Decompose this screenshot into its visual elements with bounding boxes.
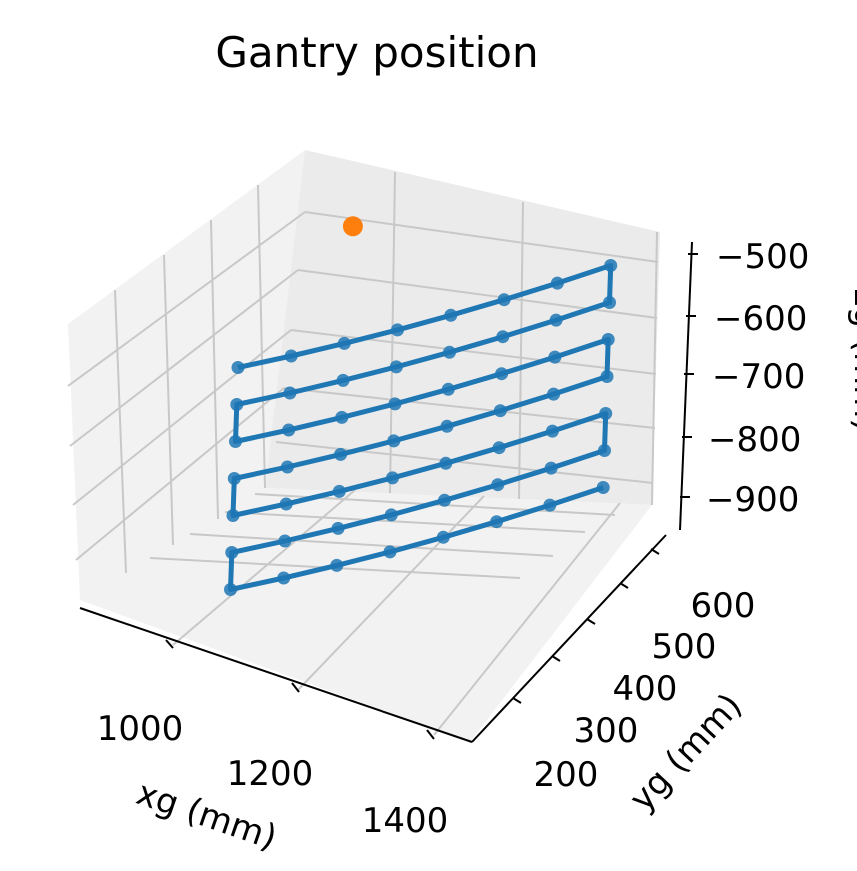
y-tick-label: 400 bbox=[613, 669, 678, 709]
scan-point bbox=[497, 293, 511, 307]
scan-point bbox=[331, 521, 345, 535]
scan-point bbox=[388, 397, 402, 411]
scan-point bbox=[282, 423, 296, 437]
scan-point bbox=[548, 350, 562, 364]
chart-title: Gantry position bbox=[215, 28, 539, 77]
scan-point bbox=[225, 546, 239, 559]
z-tick-label: −900 bbox=[706, 480, 799, 520]
scan-point bbox=[599, 407, 613, 420]
scan-point bbox=[603, 296, 616, 309]
x-tick-label: 1000 bbox=[97, 709, 184, 749]
scan-point bbox=[336, 373, 350, 387]
data-layer bbox=[224, 216, 618, 596]
y-tick-label: 600 bbox=[691, 586, 756, 626]
scan-point bbox=[491, 478, 505, 492]
scan-point bbox=[439, 456, 453, 470]
scan-point bbox=[224, 583, 237, 596]
scan-point bbox=[549, 313, 563, 327]
scan-point bbox=[601, 333, 615, 346]
scan-point bbox=[231, 361, 245, 374]
z-tick-label: −700 bbox=[712, 357, 805, 397]
floor-pane bbox=[80, 488, 652, 742]
y-tick-label: 500 bbox=[652, 627, 717, 667]
scan-point bbox=[545, 424, 559, 438]
tick-marks bbox=[165, 253, 698, 740]
back-pane bbox=[265, 150, 660, 505]
scan-point bbox=[493, 404, 507, 418]
y-tick-label: 200 bbox=[534, 755, 599, 795]
y-tick-label: 300 bbox=[574, 711, 639, 751]
z-axis-label: zg (mm) bbox=[846, 288, 857, 431]
scan-point bbox=[230, 398, 244, 411]
scan-point bbox=[229, 435, 242, 448]
scan-point bbox=[383, 545, 397, 559]
scan-point bbox=[278, 534, 292, 548]
z-axis-line bbox=[679, 241, 693, 531]
z-tick-label: −600 bbox=[714, 299, 807, 339]
x-axis-line bbox=[79, 607, 473, 743]
scan-point bbox=[386, 471, 399, 485]
scan-point bbox=[391, 323, 404, 337]
scan-point bbox=[384, 508, 398, 522]
scan-point bbox=[444, 308, 458, 322]
scan-point bbox=[284, 349, 298, 363]
scan-point bbox=[490, 515, 504, 529]
scan-point bbox=[387, 434, 401, 448]
scan-point bbox=[332, 484, 346, 498]
scan-point bbox=[337, 336, 351, 350]
scan-point bbox=[495, 367, 509, 381]
scan-point bbox=[436, 530, 450, 544]
scan-path-line bbox=[228, 263, 614, 592]
scan-point bbox=[227, 472, 241, 485]
scan-point bbox=[283, 386, 297, 400]
y-tick-labels: 200 300 400 500 600 bbox=[534, 586, 756, 795]
scan-point bbox=[543, 498, 557, 512]
grid-lines bbox=[67, 171, 659, 736]
scan-point bbox=[277, 571, 291, 585]
scan-point bbox=[544, 461, 558, 475]
scan-point bbox=[441, 382, 455, 396]
left-pane bbox=[68, 150, 305, 600]
scan-point bbox=[547, 387, 561, 401]
scan-point bbox=[598, 444, 611, 457]
scan-point bbox=[604, 259, 618, 272]
x-tick-labels: 1000 1200 1400 bbox=[97, 709, 449, 841]
scan-point bbox=[389, 360, 403, 374]
z-tick-label: −800 bbox=[708, 420, 801, 460]
x-tick-label: 1400 bbox=[362, 801, 449, 841]
scan-point bbox=[226, 509, 240, 522]
scan-point bbox=[279, 497, 293, 511]
z-tick-label: −500 bbox=[716, 237, 809, 277]
scan-point bbox=[335, 410, 349, 424]
y-axis-line bbox=[471, 534, 667, 743]
scan-point bbox=[492, 441, 506, 455]
scan-point bbox=[334, 447, 348, 461]
scan-point bbox=[496, 330, 510, 344]
axes-lines bbox=[79, 241, 693, 743]
scan-point bbox=[330, 558, 344, 572]
scan-point bbox=[550, 276, 564, 290]
scan-point bbox=[280, 460, 294, 474]
scan-point bbox=[443, 345, 456, 359]
x-tick-label: 1200 bbox=[227, 754, 314, 794]
scan-point bbox=[440, 419, 454, 433]
z-tick-labels: −500 −600 −700 −800 −900 bbox=[706, 237, 809, 520]
scan-point bbox=[438, 493, 451, 507]
scan-point bbox=[600, 370, 614, 383]
scan-point bbox=[596, 481, 610, 494]
gantry-marker-point bbox=[342, 216, 363, 237]
